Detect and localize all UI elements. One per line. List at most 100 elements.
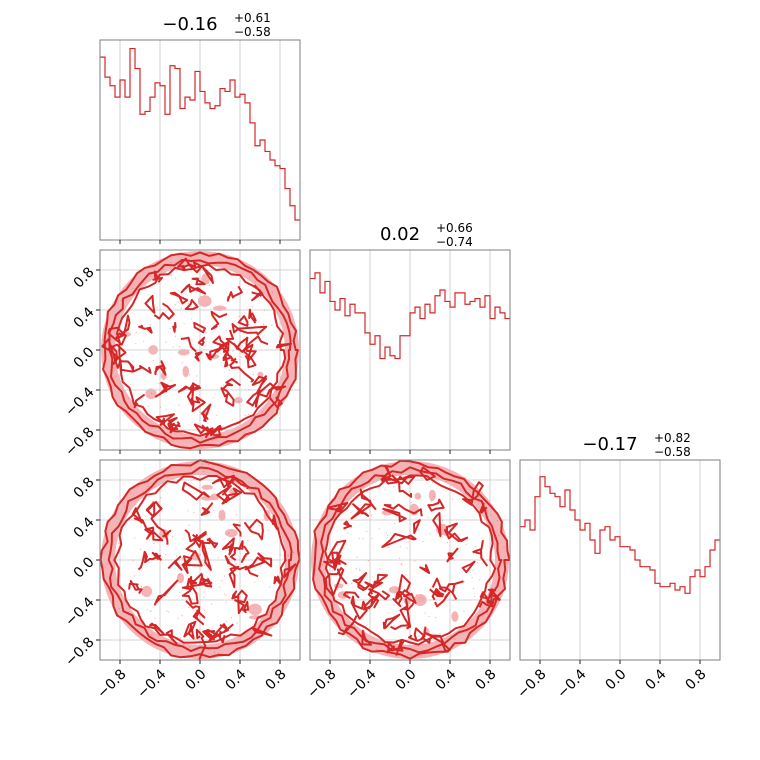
contour-panel-1-0-point-119 — [233, 272, 235, 274]
contour-panel-2-0-point-13 — [166, 536, 168, 538]
contour-panel-1-0-point-37 — [225, 330, 227, 332]
contour-panel-1-0-point-25 — [284, 357, 286, 360]
contour-panel-2-1-point-65 — [420, 509, 422, 511]
contour-panel-2-0-point-38 — [154, 535, 156, 538]
contour-panel-2-1-inner-contour-34 — [478, 598, 500, 608]
contour-panel-2-0-point-59 — [171, 535, 174, 537]
contour-panel-1-0-inner-contour-7 — [257, 382, 287, 398]
contour-panel-2-0-inner-contour-38 — [283, 563, 297, 579]
contour-panel-2-0-pocket-6 — [200, 495, 215, 501]
contour-panel-1-0-point-38 — [214, 328, 216, 330]
contour-panel-1-0-point-51 — [231, 419, 233, 421]
contour-panel-1-0-inner-contour-45 — [187, 261, 214, 284]
contour-panel-2-1-point-0 — [386, 534, 389, 537]
contour-panel-2-1-point-68 — [454, 638, 456, 640]
contour-panel-2-0-ytick-label-3: 0.4 — [71, 514, 98, 541]
contour-panel-2-0-pocket-12 — [224, 528, 238, 538]
contour-panel-2-0-point-80 — [235, 514, 238, 516]
contour-panel-1-0-inner-contour-43 — [226, 285, 243, 302]
contour-panel-2-0-inner-contour-26 — [234, 589, 248, 615]
contour-panel-2-1-inner-contour-10 — [350, 595, 368, 620]
contour-panel-2-0-point-79 — [138, 486, 140, 488]
contour-panel-1-0-pocket-13 — [177, 349, 190, 356]
contour-panel-2-0-point-111 — [269, 615, 271, 618]
contour-panel-1-0-point-110 — [272, 312, 275, 314]
contour-panel-1-0-point-90 — [127, 397, 129, 399]
contour-panel-2-1-xtick-label-1: −0.4 — [344, 666, 379, 701]
contour-panel-2-0-inner-contour-22 — [182, 555, 193, 574]
contour-panel-2-0-point-65 — [118, 594, 120, 597]
panel-title-0: −0.16 — [162, 14, 217, 35]
contour-panel-2-0-point-60 — [199, 553, 201, 556]
contour-panel-2-0-inner-contour-16 — [137, 550, 148, 571]
contour-panel-2-1-point-64 — [356, 556, 358, 558]
contour-panel-1-0-point-31 — [207, 282, 210, 284]
contour-panel-2-0-pocket-10 — [201, 484, 213, 490]
contour-panel-1-0-point-12 — [256, 279, 258, 281]
contour-panel-2-0-point-118 — [279, 554, 281, 556]
contour-panel-1-0-point-70 — [188, 302, 190, 305]
contour-panel-2-0-point-53 — [134, 537, 136, 539]
contour-panel-2-0-point-84 — [168, 611, 170, 613]
contour-panel-1-0-point-8 — [178, 404, 180, 406]
contour-panel-2-1-inner-contour-23 — [461, 560, 476, 574]
contour-panel-1-0-point-106 — [126, 327, 128, 329]
contour-panel-2-0-point-89 — [196, 542, 198, 544]
contour-panel-1-0-point-78 — [169, 414, 172, 416]
contour-panel-2-1-point-112 — [351, 582, 353, 584]
contour-panel-2-0-point-10 — [116, 550, 118, 552]
contour-panel-2-0-xtick-label-4: 0.8 — [263, 666, 290, 693]
contour-panel-2-1-point-5 — [435, 616, 437, 619]
contour-panel-1-0-point-44 — [276, 395, 278, 397]
contour-panel-1-0-inner-contour-37 — [212, 335, 230, 353]
contour-panel-1-0-point-34 — [121, 387, 124, 389]
contour-panel-2-1-point-72 — [487, 516, 490, 518]
contour-panel-2-1-point-89 — [388, 547, 390, 549]
contour-panel-1-0-point-95 — [165, 408, 167, 410]
contour-panel-2-0-point-73 — [132, 607, 134, 609]
contour-panel-1-0-inner-contour-14 — [191, 277, 206, 286]
contour-panel-1-0-point-84 — [232, 362, 235, 365]
contour-panel-2-1-inner-contour-19 — [396, 574, 412, 600]
contour-panel-2-1-point-85 — [427, 516, 429, 518]
contour-panel-2-0-point-6 — [206, 576, 208, 578]
contour-panel-2-1-point-57 — [379, 568, 381, 570]
contour-panel-2-1-point-9 — [378, 528, 380, 530]
contour-panel-2-1-inner-contour-20 — [382, 613, 401, 630]
contour-panel-1-0-point-35 — [165, 367, 167, 369]
contour-panel-2-0-point-68 — [254, 581, 256, 583]
title-median-1: 0.02 — [380, 224, 420, 245]
contour-panel-2-0-point-16 — [227, 469, 229, 471]
contour-panel-2-1-point-118 — [477, 562, 479, 564]
contour-panel-2-0-point-11 — [203, 591, 206, 593]
contour-panel-2-0-point-76 — [232, 471, 234, 474]
contour-panel-2-0-point-14 — [268, 586, 271, 588]
contour-panel-1-0-point-36 — [182, 268, 184, 270]
contour-panel-2-0-pocket-3 — [176, 573, 185, 584]
contour-panel-2-1-point-43 — [444, 527, 447, 529]
contour-panel-1-0-inner-contour-13 — [248, 308, 257, 324]
contour-panel-1-0-point-48 — [237, 421, 239, 423]
contour-panel-1-0-point-117 — [183, 322, 185, 325]
contour-panel-2-1-point-51 — [472, 553, 475, 555]
contour-panel-2-1-inner-contour-35 — [381, 533, 417, 548]
contour-panel-1-0-point-86 — [271, 324, 273, 326]
contour-panel-2-0-xtick-label-0: −0.8 — [94, 666, 129, 701]
contour-panel-2-0-inner-contour-43 — [195, 530, 207, 540]
contour-panel-2-0-inner-contour-49 — [224, 555, 259, 578]
contour-panel-1-0-point-40 — [156, 374, 158, 376]
contour-panel-2-1-inner-contour-13 — [424, 632, 451, 653]
contour-panel-2-0-point-95 — [188, 606, 190, 609]
contour-panel-1-0-inner-contour-12 — [144, 294, 156, 314]
contour-panel-1-0-pocket-11 — [182, 365, 190, 378]
title-plus-1: +0.66 — [436, 221, 473, 235]
contour-panel-2-0-point-64 — [204, 609, 206, 612]
contour-panel-2-1-inner-contour-25 — [408, 634, 431, 644]
contour-panel-2-0-inner-contour-8 — [165, 629, 178, 645]
contour-panel-1-0-point-89 — [238, 315, 240, 317]
contour-panel-2-1-inner-contour-46 — [392, 592, 403, 608]
contour-panel-1-0-inner-contour-49 — [222, 353, 233, 368]
contour-panel-2-1-point-21 — [393, 522, 395, 524]
contour-panel-2-1-inner-contour-41 — [362, 592, 381, 611]
contour-panel-2-0-point-2 — [152, 500, 154, 502]
